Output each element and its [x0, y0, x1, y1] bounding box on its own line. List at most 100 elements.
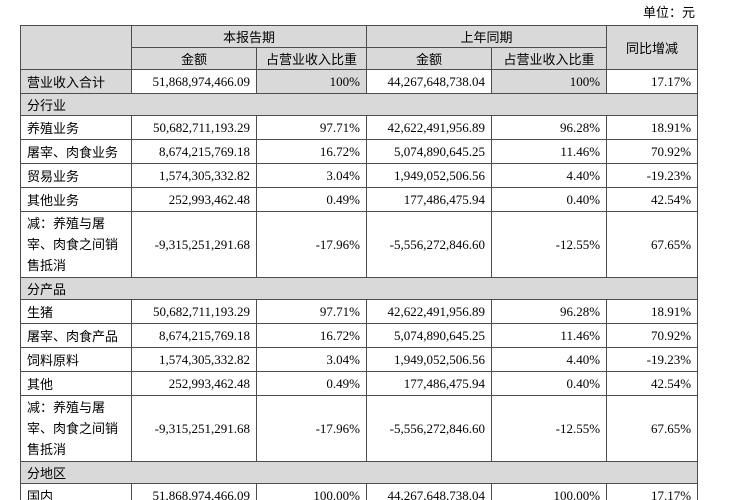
section-row: 分产品: [19, 277, 699, 300]
pct-prior-cell: -12.55%: [491, 211, 608, 278]
amount-current-cell: 252,993,462.48: [131, 187, 257, 212]
row-label-cell: 营业收入合计: [20, 69, 132, 94]
yoy-change-cell: 18.91%: [606, 299, 699, 324]
amount-current-cell: 252,993,462.48: [131, 371, 257, 396]
amount-current-cell: 1,574,305,332.82: [131, 163, 257, 188]
section-row: 分行业: [19, 93, 699, 116]
pct-prior-cell: 11.46%: [491, 139, 608, 164]
yoy-change-cell: 42.54%: [606, 371, 699, 396]
amount-prior-cell: 1,949,052,506.56: [366, 347, 493, 372]
amount-current-cell: 1,574,305,332.82: [131, 347, 257, 372]
amount-current-cell: -9,315,251,291.68: [131, 395, 257, 462]
section-row: 分地区: [19, 461, 699, 484]
table-row: 生猪 50,682,711,193.29 97.71% 42,622,491,956.…: [20, 299, 699, 324]
header-prior-period: 上年同期: [366, 25, 608, 48]
pct-prior-cell: 100%: [491, 69, 608, 94]
amount-prior-cell: -5,556,272,846.60: [366, 395, 493, 462]
amount-current-cell: 50,682,711,193.29: [131, 115, 257, 140]
table-row: 养殖业务 50,682,711,193.29 97.71% 42,622,491,95…: [20, 115, 699, 140]
amount-prior-cell: 42,622,491,956.89: [366, 299, 493, 324]
unit-label: 单位：元: [642, 5, 695, 20]
header-amount-prior: 金额: [366, 47, 493, 70]
table-row: 屠宰、肉食产品 8,674,215,769.18 16.72% 5,074,890,6…: [20, 323, 699, 348]
header-pct-prior: 占营业收入比重: [491, 47, 608, 70]
row-label-cell: 屠宰、肉食产品: [20, 323, 132, 348]
section-label-cell: 分行业: [19, 93, 699, 116]
row-label-cell: 其他业务: [20, 187, 132, 212]
pct-current-cell: 3.04%: [255, 163, 368, 188]
yoy-change-cell: 42.54%: [606, 187, 699, 212]
amount-current-cell: -9,315,251,291.68: [131, 211, 257, 278]
amount-prior-cell: 1,949,052,506.56: [366, 163, 493, 188]
amount-current-cell: 8,674,215,769.18: [131, 323, 257, 348]
pct-current-cell: 97.71%: [255, 299, 368, 324]
yoy-change-cell: 67.65%: [606, 211, 699, 278]
table-row: 国内 51,868,974,466.09 100.00% 44,267,648,738…: [20, 483, 699, 500]
pct-current-cell: 100%: [255, 69, 368, 94]
amount-current-cell: 50,682,711,193.29: [131, 299, 257, 324]
pct-prior-cell: 96.28%: [491, 299, 608, 324]
row-label-cell: 屠宰、肉食业务: [20, 139, 132, 164]
amount-prior-cell: 5,074,890,645.25: [366, 139, 493, 164]
pct-current-cell: 97.71%: [255, 115, 368, 140]
row-label-cell: 饲料原料: [20, 347, 132, 372]
header-yoy-change: 同比增减: [606, 25, 699, 70]
table-row: 其他业务 252,993,462.48 0.49% 177,486,475.94 0.4…: [20, 187, 699, 212]
amount-prior-cell: 42,622,491,956.89: [366, 115, 493, 140]
pct-prior-cell: 4.40%: [491, 347, 608, 372]
yoy-change-cell: 18.91%: [606, 115, 699, 140]
table-row: 减：养殖与屠宰、肉食之间销售抵消 -9,315,251,291.68 -17.96%…: [20, 395, 699, 462]
yoy-change-cell: 70.92%: [606, 323, 699, 348]
revenue-table: 本报告期 上年同期 同比增减 金额 占营业收入比重 金额 占营业收入比重 营业收…: [19, 25, 699, 500]
pct-prior-cell: 0.40%: [491, 187, 608, 212]
table-row: 其他 252,993,462.48 0.49% 177,486,475.94 0.40%…: [20, 371, 699, 396]
table-row: 贸易业务 1,574,305,332.82 3.04% 1,949,052,506.5…: [20, 163, 699, 188]
yoy-change-cell: 17.17%: [606, 69, 699, 94]
amount-prior-cell: -5,556,272,846.60: [366, 211, 493, 278]
pct-current-cell: 100.00%: [255, 483, 368, 500]
amount-prior-cell: 5,074,890,645.25: [366, 323, 493, 348]
table-row: 饲料原料 1,574,305,332.82 3.04% 1,949,052,506.5…: [20, 347, 699, 372]
section-label-cell: 分产品: [19, 277, 699, 300]
pct-prior-cell: 100.00%: [491, 483, 608, 500]
pct-current-cell: -17.96%: [255, 395, 368, 462]
table-row: 营业收入合计 51,868,974,466.09 100% 44,267,648,73…: [20, 69, 699, 94]
pct-prior-cell: 4.40%: [491, 163, 608, 188]
amount-prior-cell: 44,267,648,738.04: [366, 483, 493, 500]
amount-prior-cell: 177,486,475.94: [366, 187, 493, 212]
pct-current-cell: 0.49%: [255, 187, 368, 212]
pct-prior-cell: -12.55%: [491, 395, 608, 462]
row-label-cell: 减：养殖与屠宰、肉食之间销售抵消: [20, 395, 132, 462]
header-current-period: 本报告期: [130, 25, 368, 48]
yoy-change-cell: -19.23%: [606, 347, 699, 372]
header-row-periods: 本报告期 上年同期 同比增减: [20, 25, 699, 70]
header-row-columns: 金额 占营业收入比重 金额 占营业收入比重: [21, 47, 698, 70]
row-label-cell: 贸易业务: [20, 163, 132, 188]
section-label-cell: 分地区: [19, 461, 699, 484]
amount-current-cell: 51,868,974,466.09: [131, 483, 257, 500]
header-pct-current: 占营业收入比重: [255, 47, 368, 70]
pct-prior-cell: 96.28%: [491, 115, 608, 140]
pct-prior-cell: 0.40%: [491, 371, 608, 396]
yoy-change-cell: -19.23%: [606, 163, 699, 188]
header-corner-cell: [20, 25, 132, 70]
row-label-cell: 养殖业务: [20, 115, 132, 140]
amount-current-cell: 51,868,974,466.09: [131, 69, 257, 94]
amount-prior-cell: 177,486,475.94: [366, 371, 493, 396]
table-row: 减：养殖与屠宰、肉食之间销售抵消 -9,315,251,291.68 -17.96%…: [20, 211, 699, 278]
header-amount-current: 金额: [131, 47, 257, 70]
table-row: 屠宰、肉食业务 8,674,215,769.18 16.72% 5,074,890,6…: [20, 139, 699, 164]
pct-current-cell: -17.96%: [255, 211, 368, 278]
row-label-cell: 生猪: [20, 299, 132, 324]
pct-prior-cell: 11.46%: [491, 323, 608, 348]
yoy-change-cell: 67.65%: [606, 395, 699, 462]
pct-current-cell: 16.72%: [255, 139, 368, 164]
row-label-cell: 国内: [20, 483, 132, 500]
row-label-cell: 减：养殖与屠宰、肉食之间销售抵消: [20, 211, 132, 278]
pct-current-cell: 0.49%: [255, 371, 368, 396]
revenue-table-body: 本报告期 上年同期 同比增减 金额 占营业收入比重 金额 占营业收入比重 营业收…: [19, 25, 699, 500]
row-label-cell: 其他: [20, 371, 132, 396]
amount-current-cell: 8,674,215,769.18: [131, 139, 257, 164]
amount-prior-cell: 44,267,648,738.04: [366, 69, 493, 94]
yoy-change-cell: 70.92%: [606, 139, 699, 164]
